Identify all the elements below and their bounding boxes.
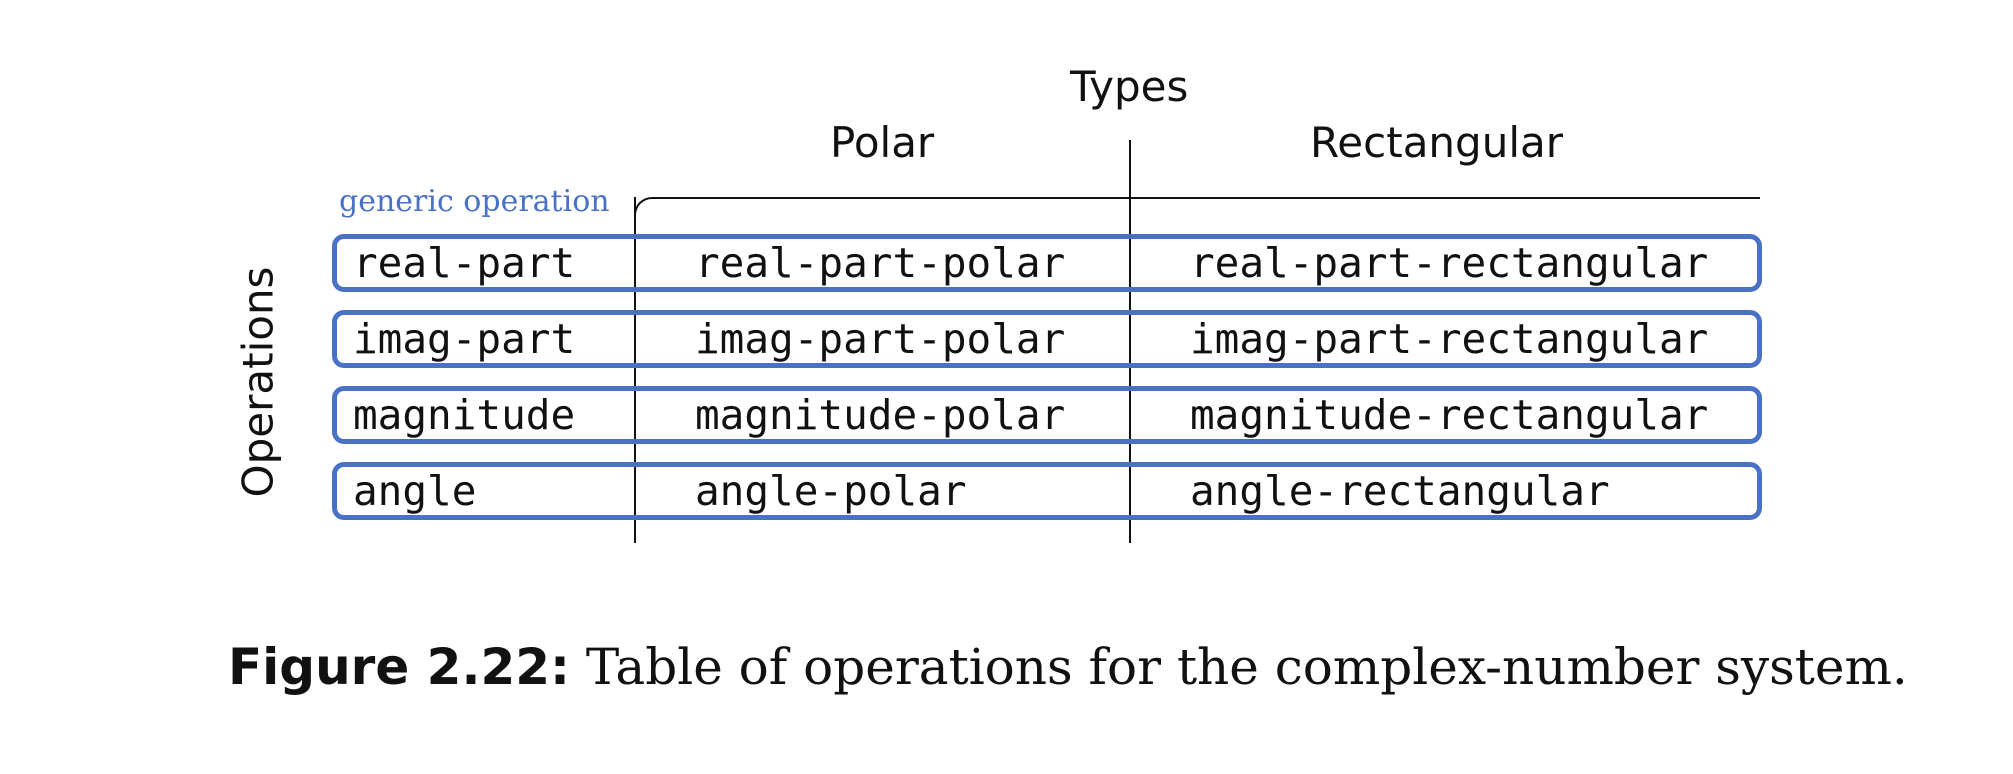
rectangular-op-cell: magnitude-rectangular — [1190, 391, 1709, 439]
polar-op-cell: real-part-polar — [695, 239, 1066, 287]
polar-op-cell: imag-part-polar — [695, 315, 1066, 363]
rectangular-op-cell: imag-part-rectangular — [1190, 315, 1709, 363]
table-corner — [634, 197, 652, 215]
figure-caption: Figure 2.22: Table of operations for the… — [228, 638, 1908, 696]
generic-op-cell: magnitude — [353, 391, 576, 439]
operations-axis-label: Operations — [233, 266, 283, 498]
generic-op-cell: imag-part — [353, 315, 576, 363]
column-divider-generic-polar — [634, 197, 636, 543]
rectangular-op-cell: angle-rectangular — [1190, 467, 1610, 515]
table-row-imag-part: imag-part imag-part-polar imag-part-rect… — [332, 310, 1762, 368]
column-header-polar: Polar — [830, 118, 935, 167]
types-header: Types — [1070, 62, 1189, 111]
polar-op-cell: angle-polar — [695, 467, 967, 515]
column-divider-polar-rectangular — [1129, 140, 1131, 543]
caption-text: Table of operations for the complex-numb… — [570, 638, 1908, 696]
table-top-rule — [652, 197, 1760, 199]
rectangular-op-cell: real-part-rectangular — [1190, 239, 1709, 287]
generic-op-cell: real-part — [353, 239, 576, 287]
polar-op-cell: magnitude-polar — [695, 391, 1066, 439]
table-row-real-part: real-part real-part-polar real-part-rect… — [332, 234, 1762, 292]
caption-label: Figure 2.22: — [228, 638, 571, 696]
generic-operation-label: generic operation — [339, 184, 610, 219]
table-row-angle: angle angle-polar angle-rectangular — [332, 462, 1762, 520]
column-header-rectangular: Rectangular — [1310, 118, 1564, 167]
table-row-magnitude: magnitude magnitude-polar magnitude-rect… — [332, 386, 1762, 444]
generic-op-cell: angle — [353, 467, 477, 515]
